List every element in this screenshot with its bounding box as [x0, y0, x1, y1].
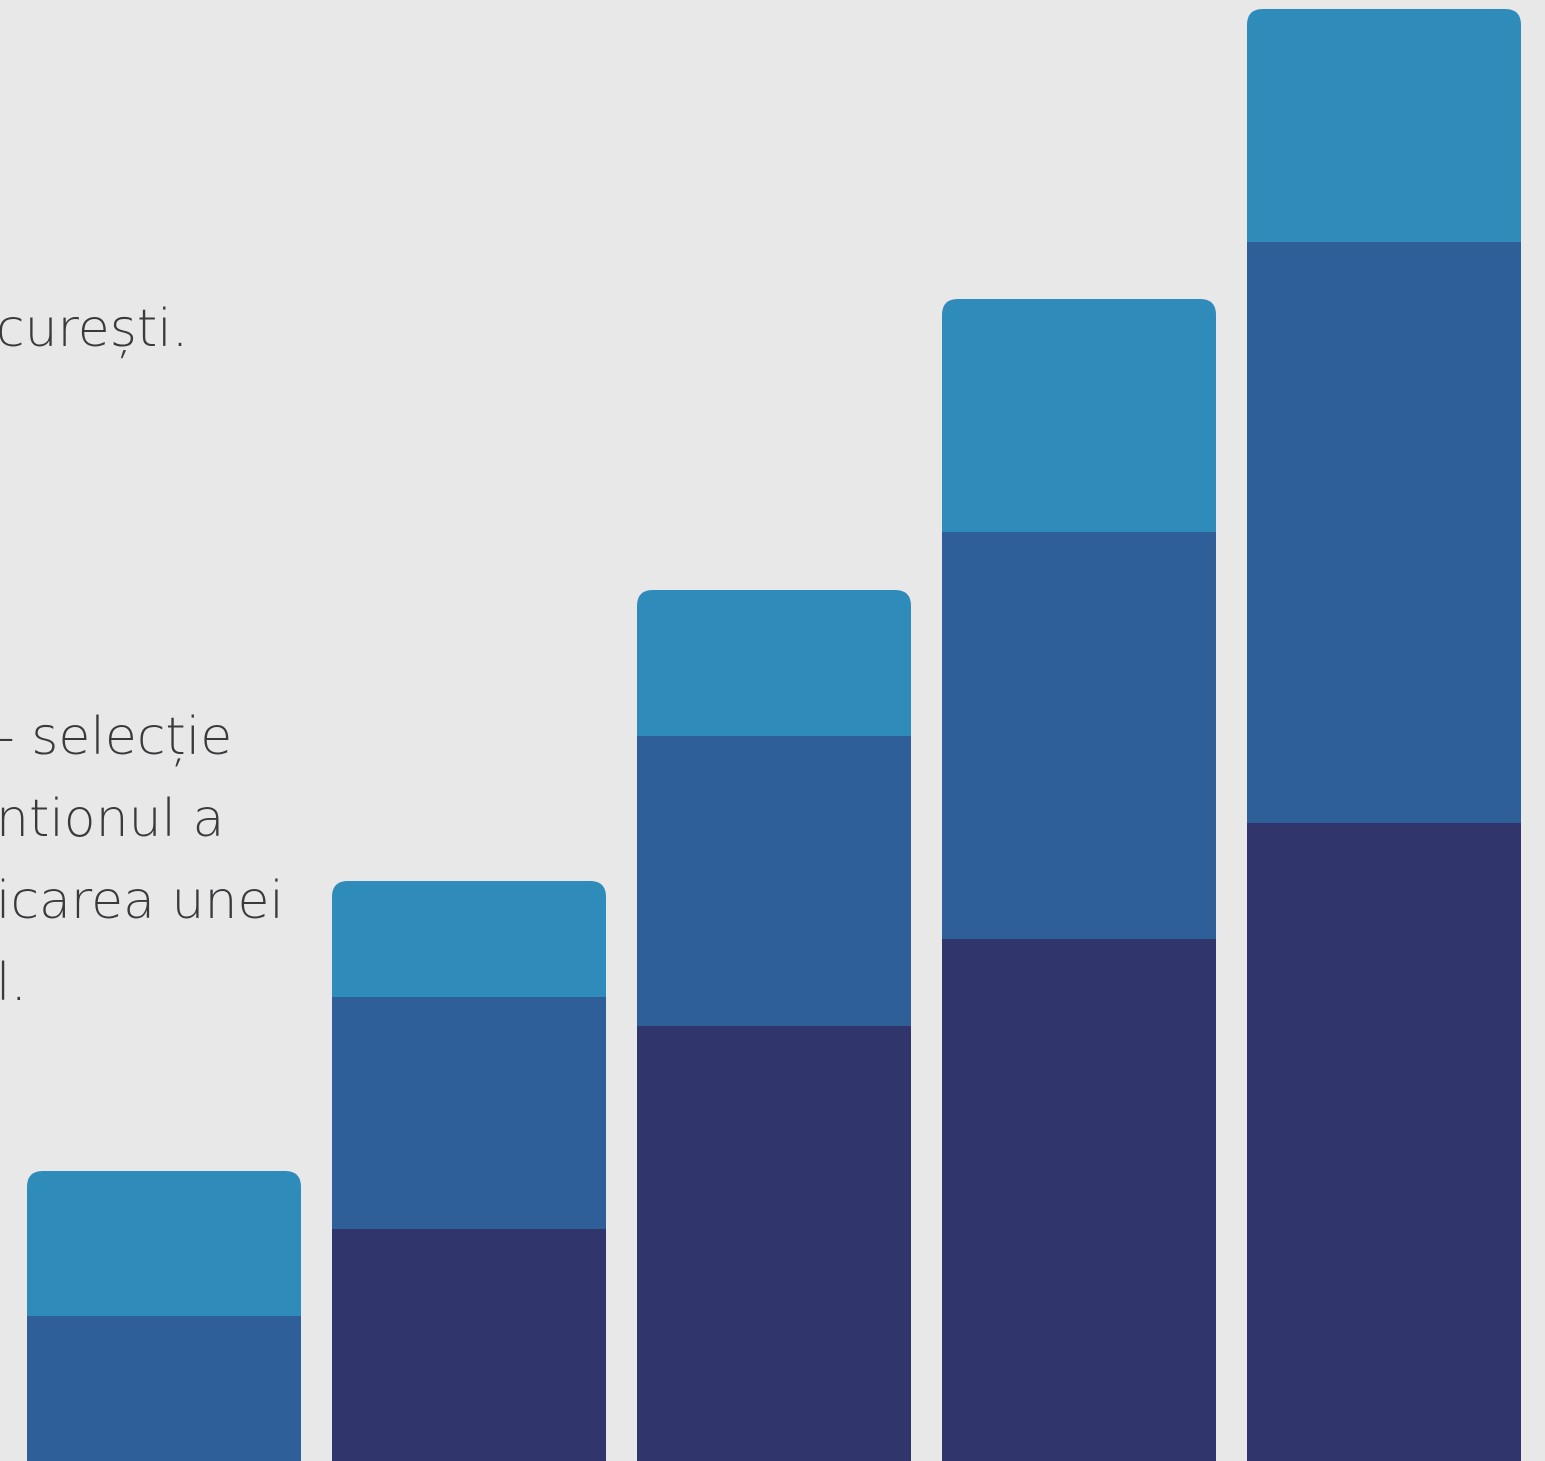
clipped-text-line: curești. — [0, 299, 189, 359]
paragraph-line: - selecție — [0, 707, 233, 767]
bar-segment-middle — [332, 997, 606, 1229]
bar-segment-top — [332, 881, 606, 997]
bar-segment-top — [637, 590, 911, 736]
bar-segment-middle — [27, 1316, 301, 1461]
bar-segment-bottom — [1247, 823, 1521, 1461]
bar-segment-bottom — [942, 939, 1216, 1461]
bar-segment-bottom — [332, 1229, 606, 1461]
bar-segment-middle — [942, 532, 1216, 939]
bar-segment-middle — [637, 736, 911, 1026]
bar-segment-top — [27, 1171, 301, 1316]
bar-segment-top — [942, 299, 1216, 532]
bar-3 — [637, 590, 911, 1461]
bar-segment-bottom — [637, 1026, 911, 1461]
bar-2 — [332, 881, 606, 1461]
paragraph-line: l. — [0, 953, 27, 1013]
bar-5 — [1247, 9, 1521, 1461]
paragraph-line: icarea unei — [0, 871, 284, 931]
clipped-paragraph: - selecție ntionul a icarea unei l. — [0, 696, 284, 1024]
bar-1 — [27, 1171, 301, 1461]
bar-segment-middle — [1247, 242, 1521, 823]
paragraph-line: ntionul a — [0, 789, 225, 849]
bar-segment-top — [1247, 9, 1521, 242]
bar-4 — [942, 299, 1216, 1461]
